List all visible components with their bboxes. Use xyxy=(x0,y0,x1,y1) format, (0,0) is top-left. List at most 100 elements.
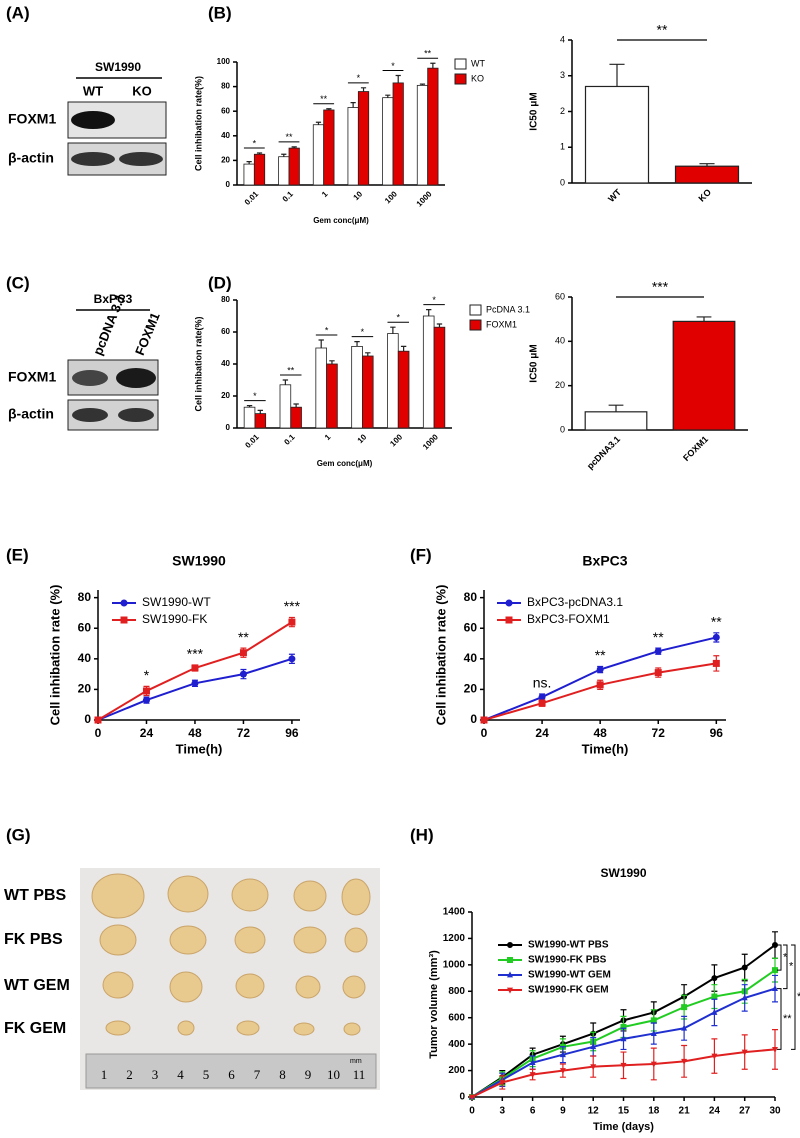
significance: * xyxy=(361,327,365,337)
bar xyxy=(674,165,740,184)
point xyxy=(529,1072,536,1079)
x-axis-label: Time(h) xyxy=(582,741,629,756)
x-tick-label: 6 xyxy=(530,1106,536,1117)
panel-label: (C) xyxy=(6,273,30,292)
bar xyxy=(382,97,394,186)
y-tick-label: 20 xyxy=(221,156,230,165)
legend-label: KO xyxy=(471,73,484,83)
x-tick-label: 3 xyxy=(500,1106,506,1117)
point xyxy=(559,1068,566,1075)
point xyxy=(191,679,199,687)
bar xyxy=(312,124,325,186)
photo-row: WT PBS xyxy=(4,887,67,904)
blot-cell-line: SW1990 xyxy=(95,60,141,74)
x-tick-label: pcDNA3.1 xyxy=(585,434,622,471)
blot-band xyxy=(116,368,156,388)
point xyxy=(529,1059,536,1066)
legend-swatch xyxy=(469,304,482,316)
y-tick-label: 1 xyxy=(560,142,565,152)
y-axis-label: Cell inhibation rate(%) xyxy=(193,316,203,411)
blot-lane: WT xyxy=(83,83,103,98)
point xyxy=(590,1064,597,1071)
y-tick-label: 1200 xyxy=(443,933,466,944)
x-tick-label: 96 xyxy=(710,726,724,740)
significance: * xyxy=(396,313,400,323)
point xyxy=(772,942,778,949)
y-tick-label: 200 xyxy=(448,1065,465,1076)
y-tick-label: 100 xyxy=(217,57,231,66)
x-tick-label: 100 xyxy=(388,432,404,448)
x-axis-label: Gem conc(μM) xyxy=(317,459,373,468)
panel-label: (H) xyxy=(410,825,434,844)
y-tick-label: 40 xyxy=(221,359,230,368)
point xyxy=(772,985,778,992)
y-tick-label: 600 xyxy=(448,1012,465,1023)
x-tick-label: 18 xyxy=(648,1106,660,1117)
x-tick-label: 9 xyxy=(560,1106,566,1117)
point xyxy=(654,647,662,655)
bar xyxy=(433,326,446,429)
y-tick-label: 40 xyxy=(464,651,478,665)
blot-band xyxy=(119,152,163,166)
ruler-number: 2 xyxy=(126,1067,133,1082)
bar xyxy=(351,345,363,429)
significance: ** xyxy=(653,629,664,645)
y-tick-label: 80 xyxy=(78,590,92,604)
significance: * xyxy=(325,325,329,335)
bar xyxy=(278,156,290,186)
blot-row: β-actin xyxy=(8,406,54,422)
x-tick-label: 10 xyxy=(352,189,365,202)
x-tick-label: KO xyxy=(696,187,713,204)
x-tick-label: 0 xyxy=(481,726,488,740)
point xyxy=(499,1080,506,1087)
blot-lane: KO xyxy=(132,83,152,98)
y-axis-label: IC50 μM xyxy=(529,92,540,130)
bar xyxy=(326,363,338,429)
y-axis-label: Cell inhibation rate(%) xyxy=(193,76,203,171)
x-tick-label: 1 xyxy=(323,432,333,442)
x-tick-label: 30 xyxy=(769,1106,781,1117)
panel-label: (F) xyxy=(410,545,432,564)
point xyxy=(288,655,296,663)
chart-title: SW1990 xyxy=(600,866,646,880)
legend-label: PcDNA 3.1 xyxy=(486,304,530,314)
x-axis-label: Time (days) xyxy=(593,1121,654,1133)
x-tick-label: 24 xyxy=(535,726,549,740)
legend-marker xyxy=(507,957,513,963)
y-tick-label: 1000 xyxy=(443,959,466,970)
ruler-number: 9 xyxy=(305,1067,312,1082)
significance-bracket xyxy=(791,944,796,1050)
y-tick-label: 0 xyxy=(470,712,477,726)
bar xyxy=(362,355,374,429)
y-axis-label: Tumor volume (mm³) xyxy=(428,950,440,1059)
bar xyxy=(584,85,650,184)
y-tick-label: 20 xyxy=(555,380,565,390)
legend-swatch xyxy=(454,58,467,70)
y-tick-label: 0 xyxy=(459,1092,465,1103)
x-tick-label: 48 xyxy=(593,726,607,740)
blot-band xyxy=(72,370,108,386)
y-tick-label: 4 xyxy=(560,34,565,44)
bar xyxy=(347,107,359,186)
legend-marker xyxy=(505,599,513,607)
photo-row: FK PBS xyxy=(4,931,63,948)
point xyxy=(480,716,488,724)
significance: ** xyxy=(783,1013,792,1025)
x-axis-label: Time(h) xyxy=(176,741,223,756)
point xyxy=(538,693,546,701)
significance: *** xyxy=(284,598,301,614)
legend-marker xyxy=(507,971,513,978)
x-tick-label: 24 xyxy=(140,726,154,740)
ruler-number: 5 xyxy=(203,1067,210,1082)
legend-swatch xyxy=(454,73,467,85)
point xyxy=(538,699,546,707)
significance: * xyxy=(253,391,257,401)
x-tick-label: 24 xyxy=(709,1106,721,1117)
point xyxy=(711,975,718,982)
point xyxy=(650,1029,657,1036)
significance: * xyxy=(432,295,436,305)
significance: * xyxy=(357,73,361,83)
bar xyxy=(416,84,429,186)
significance: ** xyxy=(711,614,722,630)
